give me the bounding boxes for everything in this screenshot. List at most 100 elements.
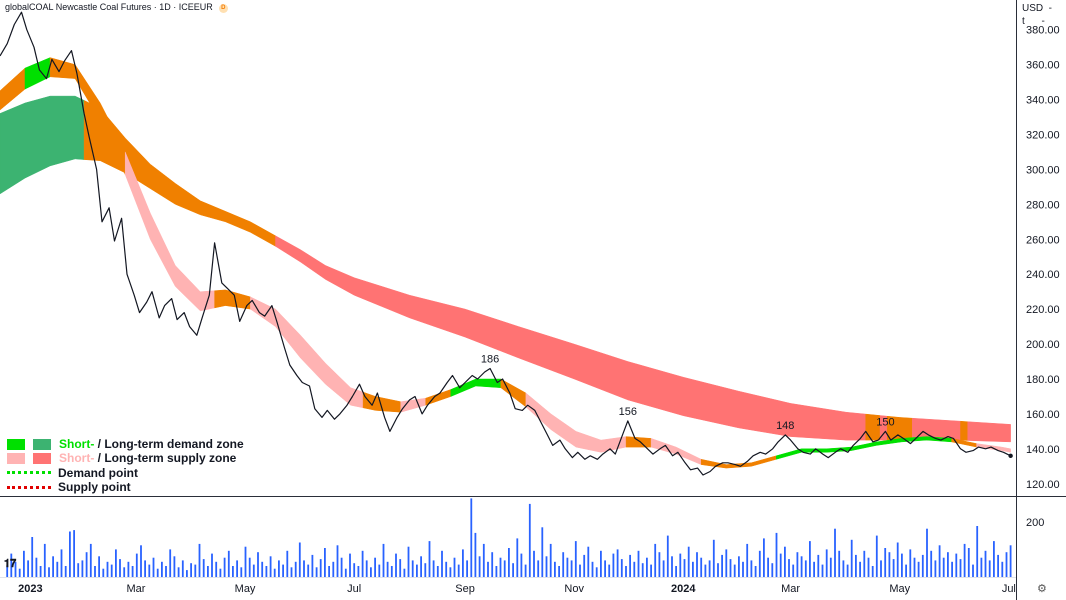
volume-bar [838, 550, 841, 577]
volume-bar [223, 557, 226, 577]
volume-bar [687, 546, 690, 577]
volume-bar [119, 559, 121, 577]
peak-label: 186 [481, 354, 499, 366]
volume-bar [252, 564, 255, 577]
volume-bar [620, 559, 623, 577]
volume-bar [236, 560, 238, 577]
volume-bar [257, 552, 259, 577]
volume-bar [804, 560, 807, 577]
unit-line-2: t - [1022, 16, 1045, 27]
currency-unit[interactable]: USD - t - [1022, 2, 1052, 28]
volume-bar [834, 528, 836, 577]
volume-bar [583, 554, 586, 577]
volume-bar [344, 568, 347, 577]
x-tick-label: 2024 [671, 583, 696, 595]
volume-bar [102, 568, 105, 577]
volume-bar [942, 557, 945, 577]
volume-bar [361, 550, 364, 577]
volume-bar [704, 564, 707, 577]
volume-bar [742, 561, 744, 577]
price-line [0, 11, 1011, 476]
y-tick-label: 200.00 [1026, 339, 1060, 351]
gear-icon[interactable]: ⚙ [1037, 583, 1047, 595]
volume-bar [478, 556, 481, 577]
volume-bar [420, 556, 422, 577]
volume-bar [332, 561, 335, 577]
volume-bar [633, 561, 636, 577]
volume-bar [574, 541, 577, 577]
tradingview-logo-icon[interactable]: 𝟏𝟕 [4, 558, 17, 570]
volume-bar [273, 568, 276, 577]
volume-bar [779, 553, 782, 577]
volume-bar [750, 560, 753, 577]
volume-bar [767, 557, 769, 577]
supply-point-line [7, 485, 51, 489]
y-tick-label: 340.00 [1026, 95, 1060, 107]
long-band-segment-transition [960, 420, 968, 441]
volume-bar [763, 538, 765, 577]
last-price-dot [1008, 453, 1013, 459]
volume-bar [407, 546, 410, 577]
volume-bar [775, 532, 778, 577]
volume-bar [612, 553, 615, 577]
volume-bar [503, 560, 506, 577]
volume-bar [353, 563, 356, 577]
x-tick-label: Jul [347, 583, 361, 595]
volume-bar [549, 543, 552, 577]
volume-bar [77, 563, 80, 577]
volume-bar [85, 552, 88, 577]
volume-bar [303, 560, 305, 577]
y-tick-label: 140.00 [1026, 444, 1060, 456]
volume-bar [579, 564, 581, 577]
volume-bar [73, 530, 75, 577]
volume-bar [533, 550, 535, 577]
volume-bar [52, 556, 54, 577]
symbol-title[interactable]: globalCOAL Newcastle Coal Futures · 1D ·… [5, 2, 213, 12]
x-tick-label: Nov [564, 583, 584, 595]
volume-bar [692, 561, 694, 577]
volume-bar [595, 567, 598, 577]
volume-bar [683, 559, 686, 577]
volume-bar [717, 563, 719, 577]
volume-bar [917, 561, 920, 577]
volume-bar [232, 566, 234, 577]
y-tick-label: 300.00 [1026, 164, 1060, 176]
volume-bar [428, 541, 431, 577]
legend-supply-point-label: Supply point [58, 480, 131, 495]
legend-demand-zone: Short- / Long-term demand zone [7, 437, 244, 451]
legend-demand-point: Demand point [7, 466, 244, 480]
volume-bar [89, 543, 92, 577]
y-tick-label: 240.00 [1026, 269, 1060, 281]
short-demand-swatch [7, 438, 25, 450]
volume-bar [31, 537, 34, 577]
peak-label: 156 [619, 406, 637, 418]
unit-line-1: USD - [1022, 3, 1052, 14]
volume-bar [432, 560, 435, 577]
volume-bar [307, 564, 310, 577]
long-band-segment-demand [0, 95, 85, 195]
volume-bar [512, 563, 514, 577]
volume-bar [23, 550, 25, 577]
peak-label: 148 [776, 420, 794, 432]
volume-bar [290, 567, 293, 577]
volume-bar [491, 552, 494, 577]
short-band-segment-transition [625, 436, 652, 448]
volume-bar [988, 560, 991, 577]
volume-bar [98, 556, 100, 577]
volume-bar [261, 561, 264, 577]
long-band-segment-supply [275, 235, 866, 441]
legend-demand-suffix: term demand zone [137, 437, 244, 452]
volume-bar [177, 567, 180, 577]
volume-bar [712, 539, 715, 577]
volume-bar [18, 568, 21, 577]
volume-bar [813, 561, 815, 577]
volume-bar [482, 543, 485, 577]
volume-bar [319, 559, 322, 577]
short-band-segment-supply [250, 296, 364, 409]
volume-bar [390, 566, 393, 577]
volume-bar [508, 548, 510, 577]
volume-bar [39, 566, 42, 577]
volume-bar [616, 549, 619, 577]
legend-supply-zone: Short- / Long-term supply zone [7, 451, 244, 465]
